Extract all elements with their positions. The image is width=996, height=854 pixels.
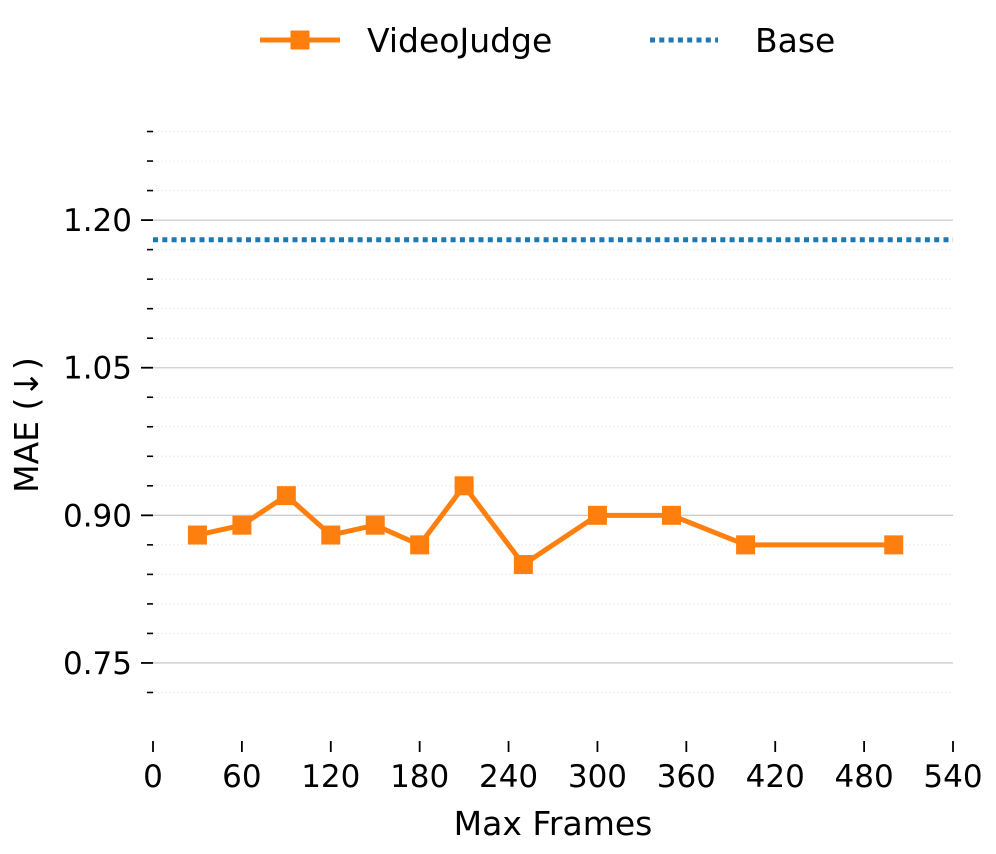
legend: VideoJudge Base: [260, 21, 835, 60]
y-tick-label: 1.05: [63, 351, 132, 387]
legend-label-base: Base: [755, 21, 835, 60]
x-tick-label: 60: [222, 759, 261, 795]
x-tick-label: 360: [657, 759, 716, 795]
x-tick-label: 480: [835, 759, 894, 795]
grid: [153, 131, 953, 693]
videojudge-point: [410, 535, 430, 555]
videojudge-point: [662, 505, 682, 525]
x-tick-label: 540: [923, 759, 982, 795]
y-tick-label: 1.20: [63, 203, 132, 239]
x-tick-label: 240: [479, 759, 538, 795]
x-axis-label: Max Frames: [454, 804, 653, 843]
videojudge-point: [232, 515, 252, 535]
x-tick-label: 120: [301, 759, 360, 795]
series-videojudge: [187, 476, 904, 575]
y-tick-label: 0.90: [63, 498, 132, 534]
videojudge-point: [187, 525, 207, 545]
y-axis: 0.75 0.90 1.05 1.20: [63, 130, 153, 694]
videojudge-point: [321, 525, 341, 545]
videojudge-point: [454, 476, 474, 496]
videojudge-point: [365, 515, 385, 535]
videojudge-point: [587, 505, 607, 525]
x-axis: 0 60 120 180 240 300 360 420 480 540: [143, 741, 983, 795]
videojudge-point: [513, 555, 533, 575]
y-axis-label: MAE (↓): [7, 357, 46, 493]
videojudge-point: [276, 486, 296, 506]
legend-label-videojudge: VideoJudge: [367, 21, 552, 60]
x-tick-label: 420: [746, 759, 805, 795]
y-tick-label: 0.75: [63, 646, 132, 682]
videojudge-point: [736, 535, 756, 555]
x-tick-label: 300: [568, 759, 627, 795]
x-tick-label: 180: [390, 759, 449, 795]
videojudge-point: [884, 535, 904, 555]
videojudge-line: [196, 483, 894, 568]
legend-marker-videojudge: [290, 30, 310, 50]
x-tick-label: 0: [143, 759, 163, 795]
